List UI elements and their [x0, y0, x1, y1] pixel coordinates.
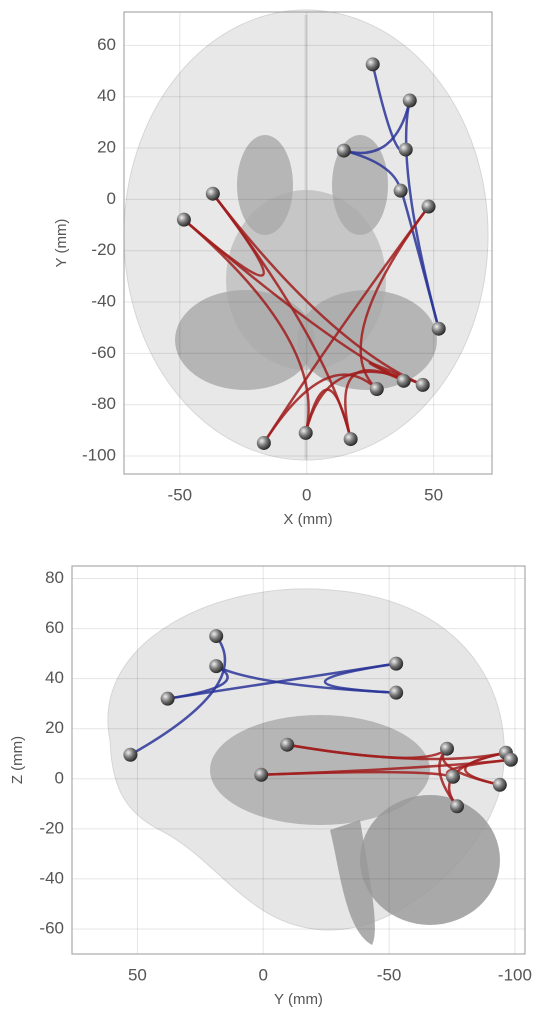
y-tick-label: 40 — [45, 668, 64, 687]
node — [176, 212, 191, 227]
tract — [464, 751, 507, 787]
node — [402, 93, 417, 108]
x-tick-label: 0 — [259, 965, 268, 984]
y-tick-label: 0 — [55, 768, 64, 787]
y-tick-label: 20 — [45, 718, 64, 737]
node — [439, 741, 454, 756]
node — [421, 199, 436, 214]
y-tick-label: -40 — [39, 868, 64, 887]
plot-frame — [71, 565, 526, 955]
tract — [324, 662, 397, 694]
tract — [304, 388, 352, 440]
x-axis-label: Y (mm) — [274, 991, 323, 1008]
tract — [286, 743, 507, 761]
node — [431, 321, 446, 336]
y-tick-label: 20 — [97, 138, 116, 157]
node — [160, 691, 175, 706]
node — [280, 737, 295, 752]
node — [389, 656, 404, 671]
node — [254, 767, 269, 782]
y-tick-label: 60 — [97, 35, 116, 54]
node — [446, 769, 461, 784]
y-tick-label: 0 — [107, 189, 116, 208]
node — [256, 435, 271, 450]
node — [369, 382, 384, 397]
tract — [211, 192, 424, 387]
y-axis-label: Z (mm) — [9, 736, 26, 784]
brain-sagittal — [107, 588, 505, 945]
node — [205, 186, 220, 201]
y-tick-label: -100 — [82, 446, 116, 465]
y-tick-label: 40 — [97, 86, 116, 105]
x-axis-label: X (mm) — [283, 511, 332, 528]
plot-frame — [123, 11, 493, 475]
node — [123, 747, 138, 762]
tract — [262, 373, 378, 444]
y-tick-label: -60 — [91, 343, 116, 362]
y-tick-label: 60 — [45, 618, 64, 637]
x-tick-label: -50 — [377, 965, 402, 984]
x-tick-label: 0 — [302, 485, 311, 504]
node — [209, 659, 224, 674]
y-tick-label: -60 — [39, 918, 64, 937]
node — [365, 57, 380, 72]
node — [343, 432, 358, 447]
node — [492, 777, 507, 792]
x-tick-label: -50 — [168, 485, 193, 504]
node — [389, 685, 404, 700]
node — [415, 377, 430, 392]
node — [398, 142, 413, 157]
brain-axial — [123, 9, 489, 461]
y-tick-label: 80 — [45, 568, 64, 587]
y-tick-label: -40 — [91, 292, 116, 311]
y-axis-label: Y (mm) — [53, 219, 70, 268]
node — [450, 799, 465, 814]
x-tick-label: -100 — [498, 965, 532, 984]
x-tick-label: 50 — [128, 965, 147, 984]
node — [336, 143, 351, 158]
node — [396, 373, 411, 388]
node — [298, 425, 313, 440]
tract — [183, 218, 310, 434]
node — [209, 629, 224, 644]
x-tick-label: 50 — [424, 485, 443, 504]
node — [503, 752, 518, 767]
y-tick-label: -80 — [91, 394, 116, 413]
y-tick-label: -20 — [39, 818, 64, 837]
node — [393, 183, 408, 198]
y-tick-label: -20 — [91, 240, 116, 259]
